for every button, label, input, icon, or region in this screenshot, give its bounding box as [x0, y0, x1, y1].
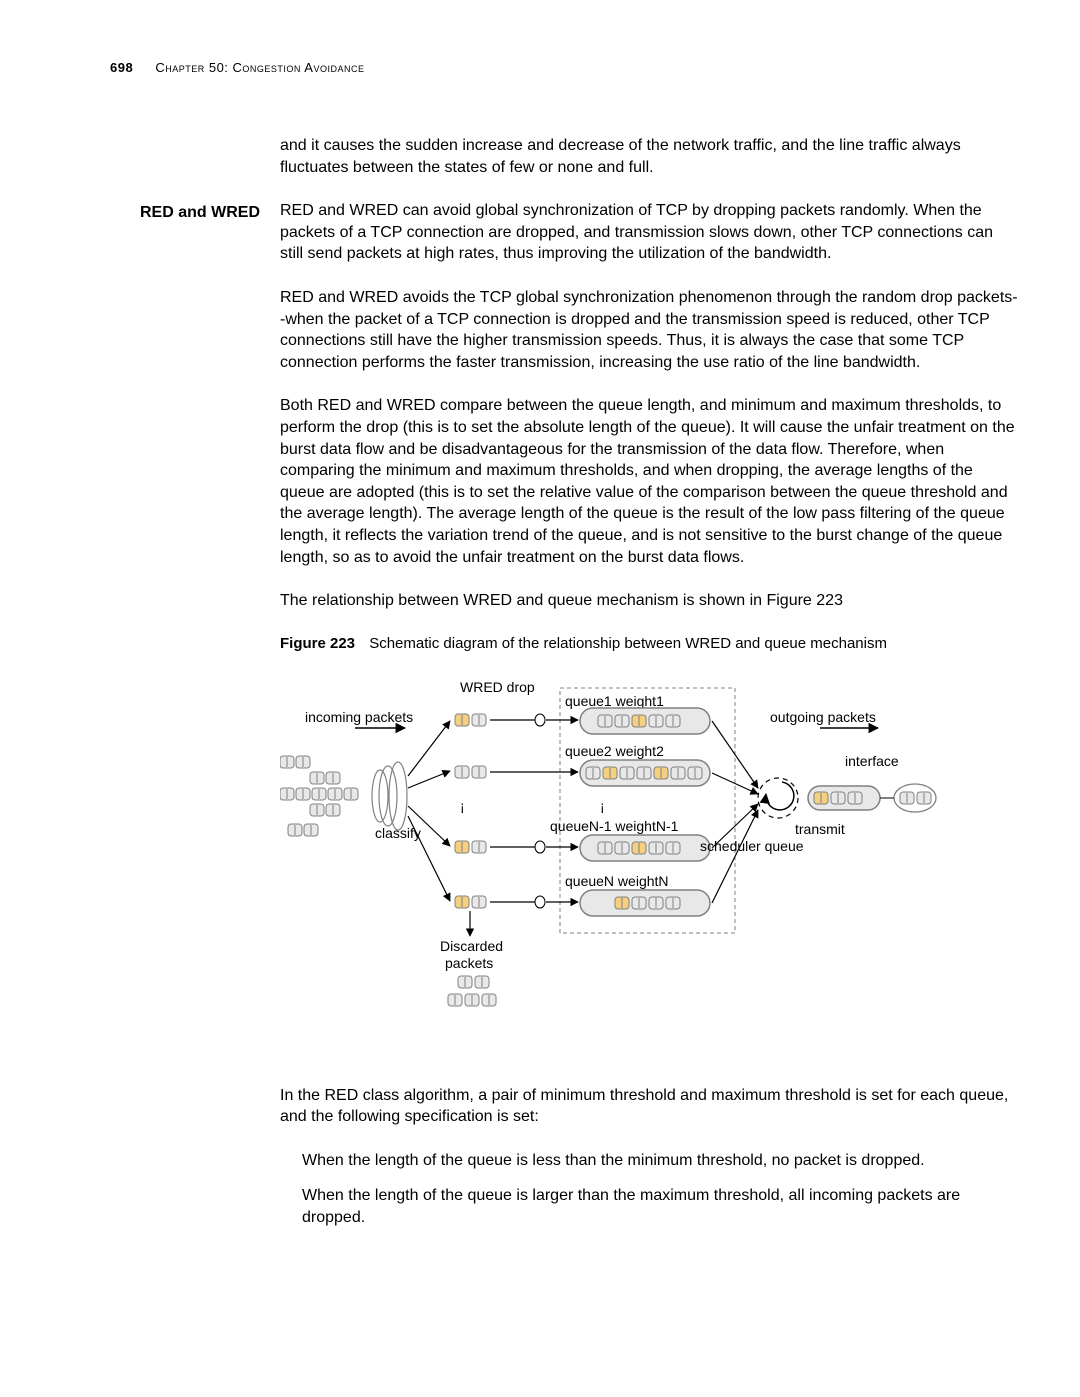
section-heading: RED and WRED	[110, 200, 260, 1242]
label-incoming: incoming packets	[305, 709, 413, 725]
figure-caption: Figure 223 Schematic diagram of the rela…	[280, 634, 1020, 654]
paragraph-2: RED and WRED avoids the TCP global synch…	[280, 287, 1020, 373]
label-ellipsis-left: ¡ ­	[460, 798, 469, 814]
page: 698 Chapter 50: Congestion Avoidance and…	[0, 0, 1080, 1397]
section-body: RED and WRED can avoid global synchroniz…	[280, 200, 1020, 1242]
paragraph-4: The relationship between WRED and queue …	[280, 590, 1020, 612]
wred-stage-3	[455, 841, 578, 853]
queue-1	[580, 708, 710, 734]
queue-n	[580, 890, 710, 916]
figure-223: WRED drop queue1 weight1 incoming packet…	[280, 676, 1020, 1063]
discarded-packets-group	[448, 976, 496, 1006]
queue-2	[580, 760, 710, 786]
label-qn: queueN weightN	[565, 873, 669, 889]
queue-n1	[580, 835, 710, 861]
bullet-2: When the length of the queue is larger t…	[302, 1185, 1020, 1228]
incoming-packets-group	[280, 756, 358, 836]
classify-node	[372, 762, 407, 830]
running-header: 698 Chapter 50: Congestion Avoidance	[110, 60, 1020, 75]
after-figure-paragraph: In the RED class algorithm, a pair of mi…	[280, 1085, 1020, 1128]
label-wred-drop: WRED drop	[460, 679, 535, 695]
figure-number: Figure 223	[280, 635, 355, 652]
paragraph-1: RED and WRED can avoid global synchroniz…	[280, 200, 1020, 265]
bullet-list: When the length of the queue is less tha…	[280, 1150, 1020, 1229]
label-scheduler-queue: scheduler queue	[700, 838, 804, 854]
label-q2: queue2 weight2	[565, 743, 664, 759]
label-discarded2: packets	[445, 955, 493, 971]
chapter-label: Chapter 50: Congestion Avoidance	[155, 60, 364, 75]
figure-caption-text: Schematic diagram of the relationship be…	[369, 635, 887, 652]
transmit-queue	[808, 786, 880, 810]
label-q1: queue1 weight1	[565, 693, 664, 709]
label-discarded1: Discarded	[440, 938, 503, 954]
scheduler-node	[758, 778, 798, 818]
bullet-1: When the length of the queue is less tha…	[302, 1150, 1020, 1172]
page-number: 698	[110, 60, 133, 75]
label-ellipsis-mid: ¡ ­	[600, 798, 609, 814]
label-transmit: transmit	[795, 821, 845, 837]
paragraph-3: Both RED and WRED compare between the qu…	[280, 395, 1020, 568]
label-qn1: queueN-1 weightN-1	[550, 818, 679, 834]
interface-node	[894, 784, 936, 812]
intro-tail-paragraph: and it causes the sudden increase and de…	[280, 135, 1020, 178]
wred-diagram-svg: WRED drop queue1 weight1 incoming packet…	[280, 676, 1000, 1056]
label-interface: interface	[845, 753, 899, 769]
label-outgoing: outgoing packets	[770, 709, 876, 725]
content-grid: and it causes the sudden increase and de…	[110, 135, 1020, 1243]
